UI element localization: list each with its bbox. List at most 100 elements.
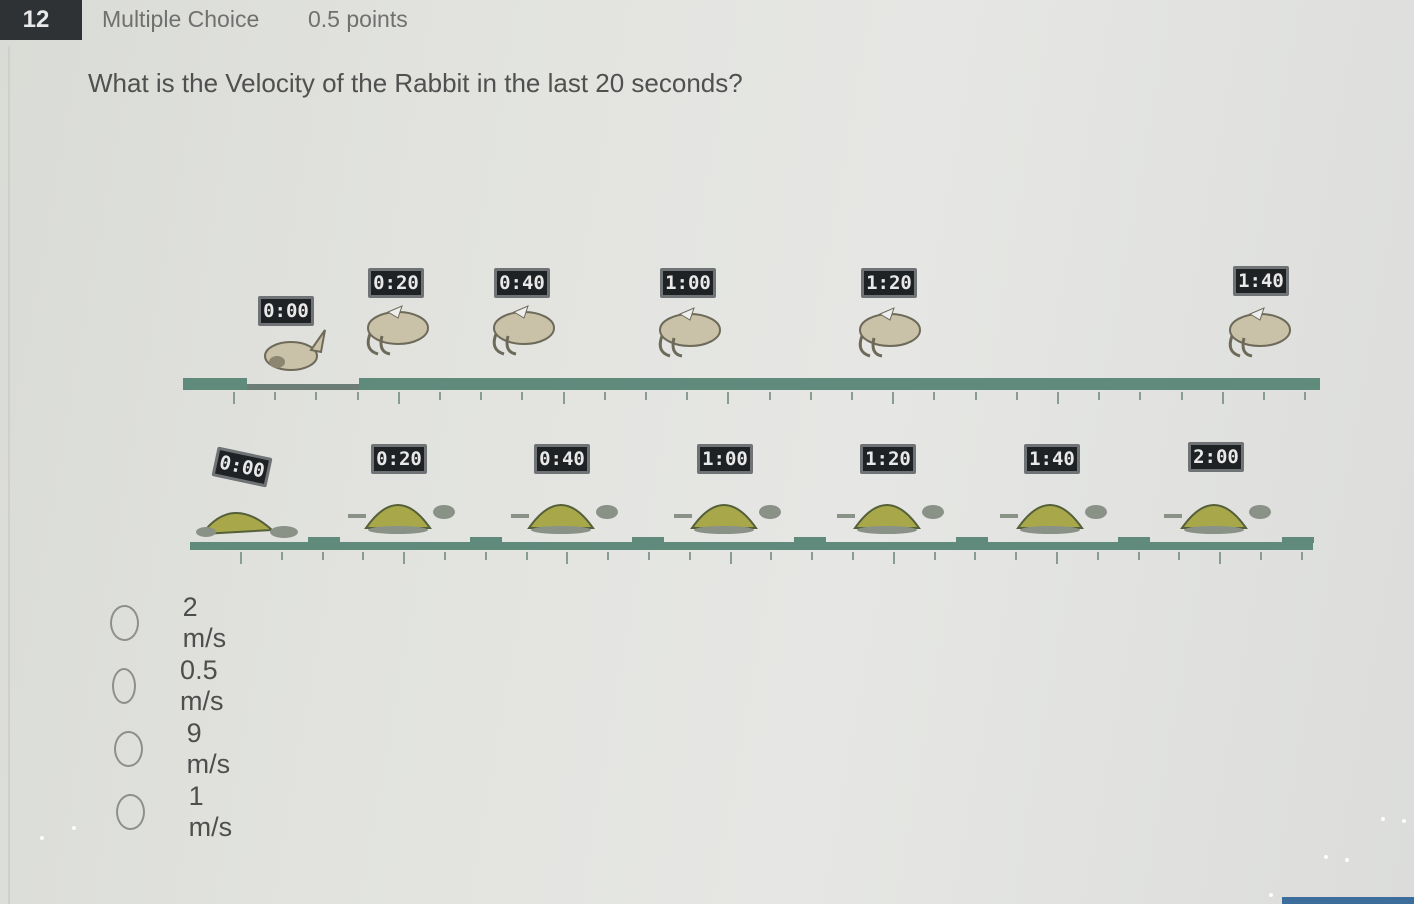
tick-mark [566,552,569,564]
rabbit-icon [658,307,721,358]
choice-label: 2 m/s [182,592,227,653]
tick-mark [688,552,691,560]
choice-option-1[interactable]: 2 m/s [110,592,233,654]
turtle-track-bump [308,537,340,543]
time-sign: 2:00 [1188,442,1244,472]
tick-mark [444,552,446,560]
tick-mark [727,392,730,404]
tick-mark [974,392,977,400]
turtle-icon [1000,504,1107,534]
radio-button[interactable] [116,794,145,830]
tick-mark [1057,392,1059,404]
time-label: 1:40 [1238,270,1284,292]
rabbit-icon [1228,307,1291,358]
tick-mark [1260,552,1262,560]
question-points: 0.5 points [308,6,408,32]
time-label: 1:20 [866,272,912,294]
turtle-track-bar [190,542,1313,550]
tick-mark [974,552,977,560]
question-type: Multiple Choice [102,6,260,32]
question-number: 12 [22,6,50,33]
tick-mark [1304,392,1307,400]
time-sign: 1:00 [660,268,716,298]
radio-button[interactable] [112,668,137,704]
choice-option-3[interactable]: 9 m/s [114,718,237,780]
tick-mark [1137,552,1140,560]
tick-mark [1180,392,1183,400]
tick-mark [933,552,936,560]
tick-mark [1139,392,1142,400]
turtle-icon [348,504,455,534]
screen-glare [1402,819,1406,823]
time-label: 1:00 [665,272,711,294]
tick-mark [1015,552,1018,560]
turtle-track-bump [1118,537,1150,543]
tick-mark [403,552,406,564]
radio-button[interactable] [110,605,139,641]
time-sign: 0:00 [211,446,273,488]
tick-mark [686,392,689,400]
time-label: 0:00 [263,300,309,322]
time-label: 0:40 [499,272,545,294]
time-sign: 1:40 [1233,266,1289,296]
time-sign: 1:40 [1024,444,1080,474]
tick-mark [729,552,732,564]
tick-mark [1096,552,1099,560]
tick-mark [811,552,814,560]
tick-mark [1015,392,1018,400]
tick-mark [1219,552,1222,564]
tick-mark [892,392,895,404]
radio-button[interactable] [114,731,143,767]
question-number-badge: 12 [0,0,82,40]
time-sign: 0:00 [258,296,314,326]
tick-mark [484,552,487,560]
tick-mark [851,392,853,400]
choice-option-4[interactable]: 1 m/s [116,781,239,843]
rabbit-track-bar [359,378,1320,390]
time-sign: 1:20 [860,444,916,474]
time-label: 1:40 [1029,448,1075,470]
turtle-icon [837,504,944,534]
tick-mark [607,552,610,560]
tick-mark [240,552,242,564]
choice-label: 0.5 m/s [180,655,224,716]
tick-mark [525,552,528,560]
turtle-track-bump [632,537,664,543]
turtle-track-ticks [190,552,1313,564]
choice-label: 9 m/s [186,718,231,779]
time-label: 2:00 [1193,446,1239,468]
tick-mark [356,392,359,400]
rabbit-track-bar-dip [247,384,359,390]
tick-mark [521,392,524,400]
tick-mark [233,392,235,404]
time-sign: 0:40 [534,444,590,474]
tick-mark [280,552,283,560]
choice-option-2[interactable]: 0.5 m/s [112,655,235,717]
tick-mark [1263,392,1265,400]
rabbit-icon [492,305,555,356]
tick-mark [1178,552,1181,560]
tick-mark [933,392,936,400]
time-label: 1:20 [865,448,911,470]
tick-mark [1056,552,1058,564]
time-sign: 1:00 [697,444,753,474]
tick-mark [1098,392,1101,400]
turtle-icon [1164,504,1271,534]
turtle-track-bump [794,537,826,543]
tick-mark [562,392,565,404]
rabbit-track-bar-left [183,378,247,390]
tick-mark [480,392,483,400]
tick-mark [603,392,606,400]
rabbit-icon [858,307,921,358]
question-text: What is the Velocity of the Rabbit in th… [88,68,743,98]
time-label: 0:20 [373,272,419,294]
tick-mark [852,552,854,560]
tick-mark [645,392,647,400]
tick-mark [770,552,773,560]
screen-glare [1269,893,1273,897]
tick-mark [648,552,650,560]
rabbit-icon [366,305,429,356]
time-sign: 1:20 [861,268,917,298]
tick-mark [315,392,318,400]
rabbit-icon [264,329,326,371]
